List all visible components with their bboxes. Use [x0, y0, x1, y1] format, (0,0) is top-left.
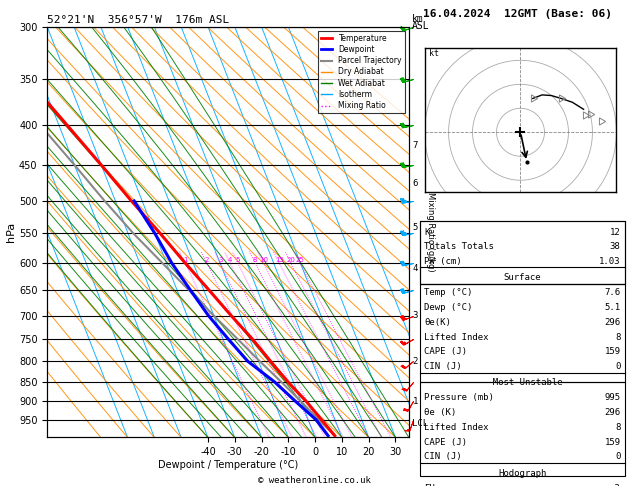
- Text: 4: 4: [413, 264, 418, 273]
- Text: km: km: [412, 14, 424, 24]
- Text: 0: 0: [615, 452, 621, 461]
- Text: Lifted Index: Lifted Index: [425, 332, 489, 342]
- Text: kt: kt: [430, 49, 440, 57]
- Text: 3: 3: [413, 311, 418, 320]
- Legend: Temperature, Dewpoint, Parcel Trajectory, Dry Adiabat, Wet Adiabat, Isotherm, Mi: Temperature, Dewpoint, Parcel Trajectory…: [318, 31, 405, 113]
- Text: 159: 159: [604, 347, 621, 356]
- Text: θe(K): θe(K): [425, 318, 451, 327]
- Text: CAPE (J): CAPE (J): [425, 347, 467, 356]
- Text: 6: 6: [413, 179, 418, 188]
- Text: 8: 8: [615, 332, 621, 342]
- Text: Hodograph: Hodograph: [498, 469, 547, 478]
- Text: © weatheronline.co.uk: © weatheronline.co.uk: [258, 475, 371, 485]
- Text: 7: 7: [413, 141, 418, 150]
- Text: 159: 159: [604, 438, 621, 447]
- Text: LCL: LCL: [413, 419, 428, 428]
- Text: 52°21'N  356°57'W  176m ASL: 52°21'N 356°57'W 176m ASL: [47, 15, 230, 25]
- Text: 3: 3: [218, 257, 223, 263]
- Text: 8: 8: [615, 423, 621, 432]
- Text: 0: 0: [615, 362, 621, 371]
- Text: 5: 5: [236, 257, 240, 263]
- Text: Lifted Index: Lifted Index: [425, 423, 489, 432]
- Text: CAPE (J): CAPE (J): [425, 438, 467, 447]
- Text: 20: 20: [286, 257, 296, 263]
- Text: 12: 12: [610, 227, 621, 237]
- Text: 7.6: 7.6: [604, 288, 621, 297]
- Text: Most Unstable: Most Unstable: [482, 379, 563, 387]
- X-axis label: Dewpoint / Temperature (°C): Dewpoint / Temperature (°C): [158, 460, 298, 470]
- Text: 2: 2: [204, 257, 209, 263]
- Text: 15: 15: [275, 257, 284, 263]
- Text: 4: 4: [228, 257, 232, 263]
- Text: 1.03: 1.03: [599, 257, 621, 266]
- Text: 8: 8: [253, 257, 257, 263]
- Text: 296: 296: [604, 318, 621, 327]
- Text: CIN (J): CIN (J): [425, 452, 462, 461]
- Text: Dewp (°C): Dewp (°C): [425, 303, 472, 312]
- Text: EH: EH: [425, 484, 435, 486]
- Text: 2: 2: [413, 357, 418, 366]
- Text: PW (cm): PW (cm): [425, 257, 462, 266]
- Y-axis label: hPa: hPa: [6, 222, 16, 242]
- Text: 1: 1: [183, 257, 187, 263]
- Text: Pressure (mb): Pressure (mb): [425, 393, 494, 402]
- Text: Temp (°C): Temp (°C): [425, 288, 472, 297]
- Text: 16.04.2024  12GMT (Base: 06): 16.04.2024 12GMT (Base: 06): [423, 9, 611, 19]
- Text: θe (K): θe (K): [425, 408, 457, 417]
- Text: CIN (J): CIN (J): [425, 362, 462, 371]
- Text: -3: -3: [610, 484, 621, 486]
- Text: 10: 10: [259, 257, 268, 263]
- Text: K: K: [425, 227, 430, 237]
- Text: 995: 995: [604, 393, 621, 402]
- Text: Totals Totals: Totals Totals: [425, 243, 494, 251]
- Text: 5.1: 5.1: [604, 303, 621, 312]
- Text: 25: 25: [296, 257, 304, 263]
- Text: 38: 38: [610, 243, 621, 251]
- Text: Surface: Surface: [504, 274, 541, 282]
- Text: 1: 1: [413, 397, 418, 406]
- Text: 296: 296: [604, 408, 621, 417]
- Y-axis label: Mixing Ratio (g/kg): Mixing Ratio (g/kg): [425, 192, 435, 272]
- Text: 5: 5: [413, 223, 418, 232]
- Text: ASL: ASL: [412, 21, 430, 31]
